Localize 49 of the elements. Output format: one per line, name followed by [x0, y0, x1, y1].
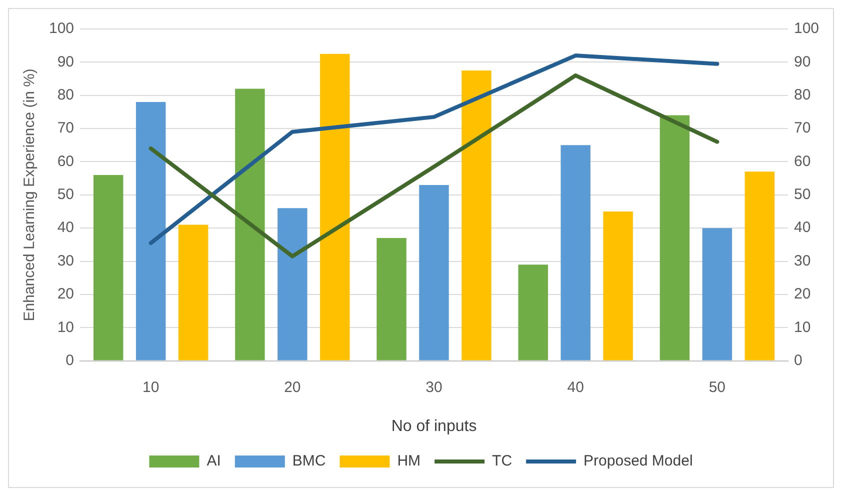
bar — [320, 54, 350, 360]
bar — [419, 184, 449, 360]
y2-tick-label: 0 — [794, 352, 802, 369]
y2-tick-label: 50 — [794, 186, 811, 204]
y2-tick-label: 10 — [794, 318, 811, 336]
y2-tick-label: 70 — [794, 120, 811, 137]
y-tick-label: 80 — [57, 86, 74, 104]
bar — [518, 264, 548, 360]
bar — [376, 238, 406, 360]
y-tick-label: 100 — [48, 20, 74, 38]
legend-label: Proposed Model — [584, 452, 693, 470]
bar — [603, 211, 633, 360]
y-tick-label: 90 — [57, 53, 74, 70]
y2-tick-label: 40 — [794, 219, 811, 236]
y2-tick-label: 60 — [794, 152, 811, 170]
y2-tick-label: 100 — [794, 20, 820, 38]
y2-tick-label: 90 — [794, 53, 811, 70]
bar — [178, 224, 208, 360]
legend-label: AI — [206, 452, 221, 470]
y2-tick-label: 80 — [794, 86, 811, 104]
y-tick-label: 60 — [57, 152, 74, 170]
y-axis-title: Enhanced Learning Experience (in %) — [21, 68, 38, 322]
bar — [462, 70, 492, 360]
bar — [660, 115, 690, 360]
x-tick-label: 40 — [567, 378, 584, 396]
x-tick-label: 30 — [426, 378, 442, 396]
y-tick-label: 70 — [57, 120, 74, 137]
legend-label: BMC — [292, 452, 326, 470]
legend-label: HM — [397, 452, 421, 470]
y-tick-label: 20 — [57, 286, 74, 303]
bar — [702, 228, 732, 360]
x-tick-label: 20 — [284, 378, 301, 396]
bar — [278, 208, 308, 360]
y2-tick-label: 30 — [794, 252, 811, 270]
x-axis-title: No of inputs — [391, 418, 477, 435]
bar — [235, 88, 265, 360]
bar — [560, 145, 590, 360]
bar — [744, 172, 775, 360]
x-tick-label: 50 — [708, 378, 726, 396]
y-tick-label: 0 — [66, 352, 74, 369]
y-tick-label: 50 — [57, 186, 74, 204]
y-tick-label: 10 — [57, 318, 74, 336]
y-tick-label: 30 — [57, 252, 74, 270]
y-tick-label: 40 — [57, 219, 74, 236]
bar — [93, 174, 124, 360]
x-tick-label: 10 — [142, 378, 160, 396]
legend-label: TC — [492, 452, 512, 470]
bar — [136, 102, 166, 360]
y2-tick-label: 20 — [794, 286, 811, 303]
